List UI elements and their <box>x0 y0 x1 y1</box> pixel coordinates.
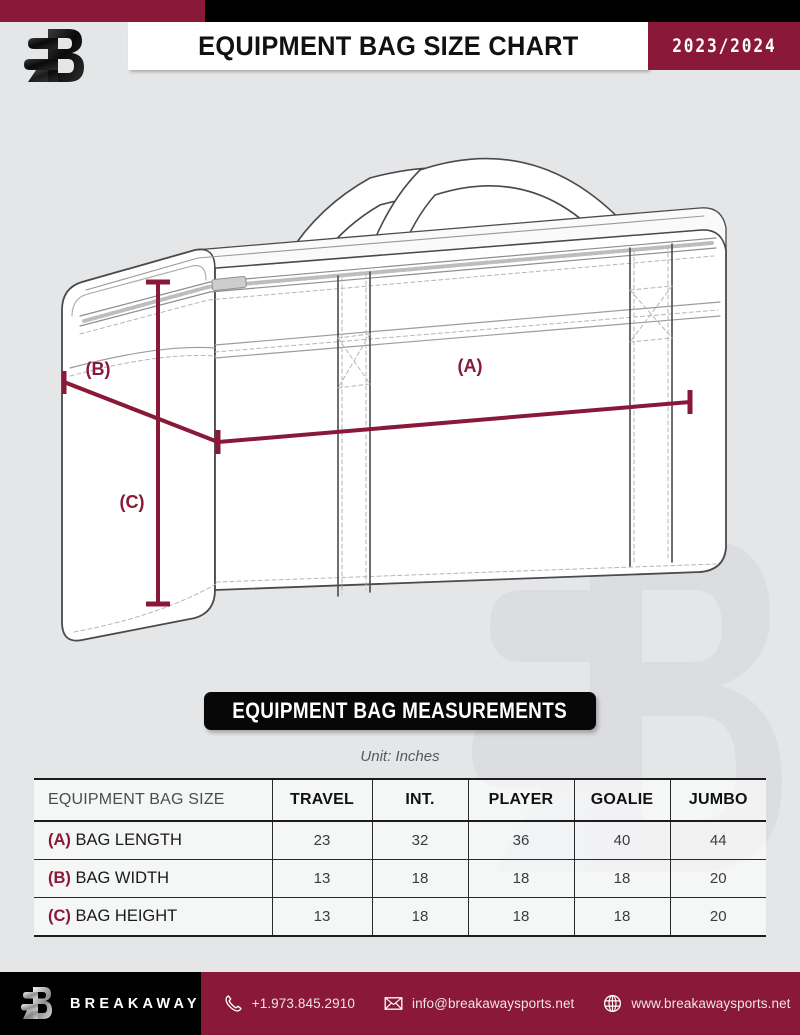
table-header-player: PLAYER <box>467 778 574 822</box>
cell-b-travel: 13 <box>271 859 372 898</box>
dimension-lines <box>61 279 693 607</box>
unit-note: Unit: Inches <box>360 748 440 765</box>
cell-a-travel: 23 <box>271 821 372 860</box>
size-table-wrapper: EQUIPMENT BAG SIZE TRAVEL INT. PLAYER GO… <box>34 778 766 937</box>
row-label-bag-length: (A) BAG LENGTH <box>34 821 272 860</box>
breakaway-b-logo-icon <box>24 29 84 82</box>
cell-a-jumbo: 44 <box>669 821 766 860</box>
globe-icon <box>604 994 622 1013</box>
page-title-box: EQUIPMENT BAG SIZE CHART <box>128 22 648 70</box>
contact-email-text: info@breakawaysports.net <box>411 996 575 1011</box>
contact-website[interactable]: www.breakawaysports.net <box>602 993 790 1014</box>
row-label-bag-width: (B) BAG WIDTH <box>34 859 272 898</box>
dimension-line-c <box>146 279 170 607</box>
cell-c-int: 18 <box>371 897 468 937</box>
top-accent-bar-maroon <box>0 0 205 22</box>
table-row: (B) BAG WIDTH 13 18 18 18 20 <box>34 859 766 898</box>
table-header-travel: TRAVEL <box>271 778 372 822</box>
callout-label-c: (C) <box>120 492 145 512</box>
table-header-jumbo: JUMBO <box>669 778 766 822</box>
row-label-bag-height: (C) BAG HEIGHT <box>34 897 272 937</box>
callout-label-b: (B) <box>86 359 111 379</box>
cell-b-int: 18 <box>371 859 468 898</box>
measurements-banner: EQUIPMENT BAG MEASUREMENTS <box>204 692 596 730</box>
contact-website-text: www.breakawaysports.net <box>631 996 791 1011</box>
top-accent-bar <box>0 0 800 22</box>
measurements-banner-title: EQUIPMENT BAG MEASUREMENTS <box>232 698 568 723</box>
table-row: (C) BAG HEIGHT 13 18 18 18 20 <box>34 897 766 937</box>
row-tag-a: (A) <box>48 831 71 849</box>
table-header-size-label: EQUIPMENT BAG SIZE <box>34 778 272 822</box>
equipment-bag-diagram: (A) (B) (C) <box>61 157 727 642</box>
row-name-c: BAG HEIGHT <box>75 907 178 925</box>
phone-icon <box>225 995 242 1012</box>
page-title: EQUIPMENT BAG SIZE CHART <box>197 30 579 61</box>
row-tag-c: (C) <box>48 907 71 925</box>
cell-a-goalie: 40 <box>573 821 670 860</box>
footer-brand-name: BREAKAWAY <box>70 995 201 1012</box>
cell-b-player: 18 <box>467 859 574 898</box>
cell-b-jumbo: 20 <box>669 859 766 898</box>
size-table: EQUIPMENT BAG SIZE TRAVEL INT. PLAYER GO… <box>34 778 766 937</box>
page-footer: BREAKAWAY +1.973.845.2910 info@breakaway… <box>0 972 800 1035</box>
envelope-icon <box>384 997 403 1010</box>
contact-phone[interactable]: +1.973.845.2910 <box>223 993 355 1014</box>
cell-c-player: 18 <box>467 897 574 937</box>
footer-contact-block: +1.973.845.2910 info@breakawaysports.net… <box>200 972 800 1035</box>
cell-c-goalie: 18 <box>573 897 670 937</box>
row-name-b: BAG WIDTH <box>75 869 170 887</box>
table-header-goalie: GOALIE <box>573 778 670 822</box>
footer-brand-block: BREAKAWAY <box>0 972 201 1035</box>
dimension-line-b <box>61 371 221 454</box>
callout-label-a: (A) <box>458 356 483 376</box>
season-year-badge: 2023/2024 <box>648 22 800 70</box>
contact-phone-text: +1.973.845.2910 <box>251 996 355 1011</box>
cell-a-int: 32 <box>371 821 468 860</box>
cell-a-player: 36 <box>467 821 574 860</box>
top-accent-bar-black <box>205 0 800 22</box>
table-row: (A) BAG LENGTH 23 32 36 40 44 <box>34 821 766 860</box>
bag-strap-left <box>337 271 371 597</box>
cell-b-goalie: 18 <box>573 859 670 898</box>
cell-c-jumbo: 20 <box>669 897 766 937</box>
table-header-row: EQUIPMENT BAG SIZE TRAVEL INT. PLAYER GO… <box>34 778 766 822</box>
row-name-a: BAG LENGTH <box>75 831 182 849</box>
breakaway-b-logo-icon <box>21 986 52 1019</box>
bag-zipper <box>79 237 717 327</box>
page-header: EQUIPMENT BAG SIZE CHART 2023/2024 <box>0 22 800 92</box>
cell-c-travel: 13 <box>271 897 372 937</box>
table-header-int: INT. <box>371 778 468 822</box>
season-year-text: 2023/2024 <box>671 35 777 57</box>
row-tag-b: (B) <box>48 869 71 887</box>
contact-email[interactable]: info@breakawaysports.net <box>383 993 574 1014</box>
